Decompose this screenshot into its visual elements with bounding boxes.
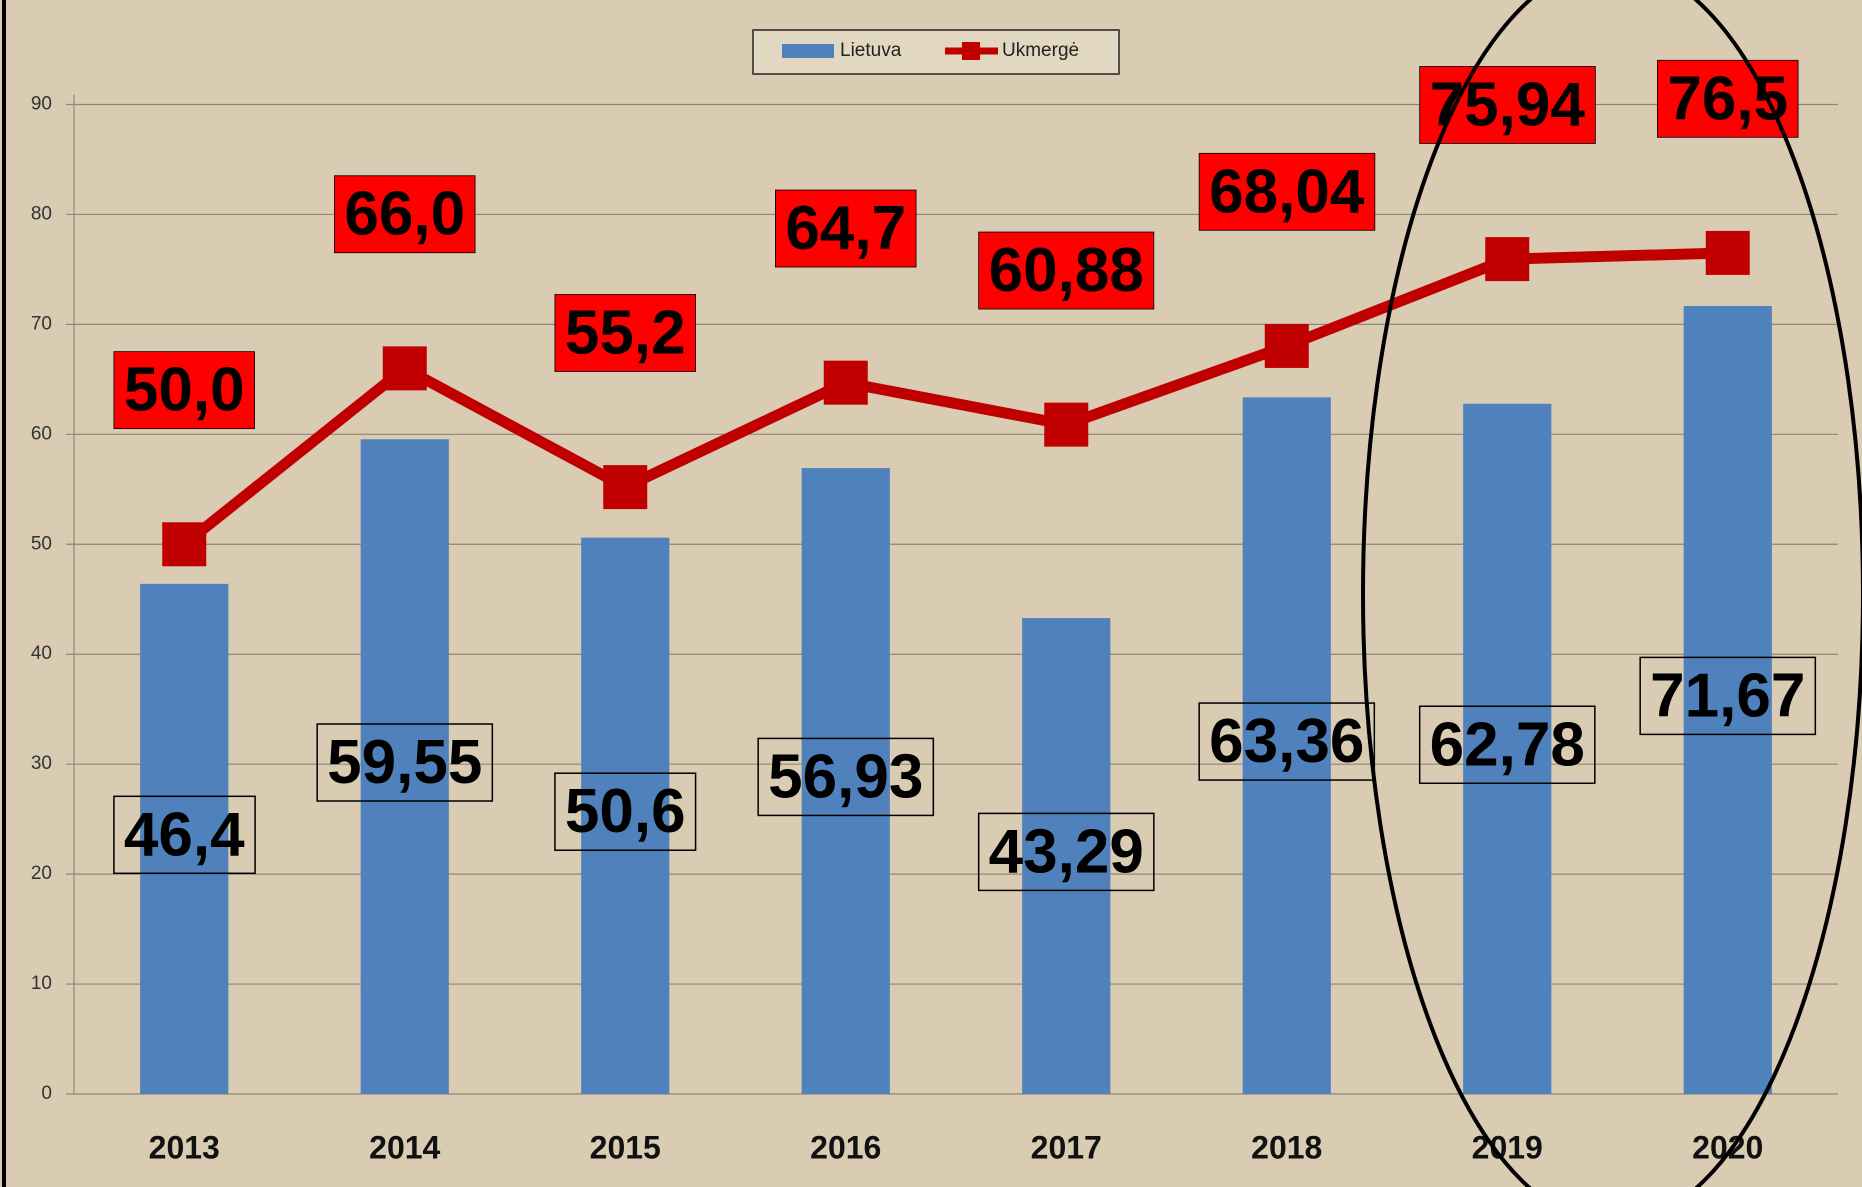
bar [1242, 397, 1331, 1095]
y-tick-label: 20 [31, 863, 52, 884]
label-box [316, 723, 494, 802]
bar [801, 468, 890, 1094]
y-tick-label: 40 [31, 643, 52, 664]
label-box [978, 231, 1155, 310]
x-tick-label: 2016 [810, 1129, 881, 1165]
line-marker [1044, 402, 1089, 447]
line [180, 247, 1728, 549]
line-marker [603, 465, 648, 510]
label-box [1657, 59, 1799, 138]
data-label: 76,5 [1667, 64, 1788, 133]
legend-swatch [782, 44, 834, 58]
data-label: 56,93 [768, 742, 923, 811]
line-marker [382, 346, 427, 391]
legend: Lietuva Ukmergė [752, 29, 1120, 75]
data-label: 66,0 [344, 180, 465, 249]
labels: 46,4 59,55 50,6 56,93 43,29 63,36 62,78 71,67 50… [113, 59, 1817, 892]
data-label: 55,2 [565, 298, 686, 367]
label-box [1198, 152, 1376, 231]
bar [1022, 618, 1111, 1094]
data-label: 59,55 [327, 728, 482, 797]
label-box [1418, 705, 1596, 785]
label-box [554, 772, 697, 851]
x-tick-label: 2014 [369, 1129, 440, 1165]
label-box [977, 812, 1155, 892]
legend-marker [962, 42, 980, 60]
data-label: 62,78 [1430, 710, 1585, 779]
x-tick-label: 2013 [149, 1129, 220, 1165]
data-label: 50,0 [124, 356, 245, 425]
label-box [1419, 66, 1596, 144]
data-label: 64,7 [785, 194, 906, 263]
data-label: 46,4 [124, 800, 245, 869]
line-marker [162, 522, 207, 567]
line-marker [1264, 323, 1309, 368]
bar [140, 583, 229, 1094]
y-tick-label: 30 [31, 753, 52, 774]
line-marker [1705, 230, 1750, 275]
line-marker [1485, 237, 1530, 282]
bar [1463, 403, 1552, 1094]
x-tick-label: 2018 [1251, 1129, 1322, 1165]
data-label: 71,67 [1650, 661, 1805, 730]
y-tick-label: 90 [31, 94, 52, 115]
x-tick-label: 2020 [1692, 1129, 1763, 1165]
highlight-ellipse [1361, 0, 1862, 1187]
y-tick-label: 10 [31, 973, 52, 994]
label-box [113, 351, 255, 430]
label-box [334, 175, 476, 254]
legend-label: Lietuva [840, 40, 902, 61]
data-label: 68,04 [1209, 157, 1365, 226]
bar [581, 537, 670, 1094]
data-label: 60,88 [989, 236, 1144, 305]
bar [1683, 306, 1772, 1094]
bar [360, 439, 449, 1094]
label-box [554, 294, 696, 372]
legend-label: Ukmergė [1002, 40, 1079, 61]
y-tick-label: 50 [31, 533, 52, 554]
y-tick-label: 80 [31, 203, 52, 224]
label-box [1198, 702, 1376, 781]
y-tick-label: 0 [41, 1083, 52, 1104]
x-tick-label: 2017 [1031, 1129, 1102, 1165]
label-box [1639, 656, 1817, 736]
y-tick-label: 70 [31, 313, 52, 334]
data-label: 63,36 [1209, 707, 1364, 776]
label-box [775, 189, 917, 268]
line-marker [823, 360, 868, 405]
label-box [113, 795, 256, 875]
data-label: 75,94 [1430, 70, 1586, 139]
data-label: 43,29 [989, 817, 1144, 886]
x-tick-label: 2015 [590, 1129, 661, 1165]
y-tick-label: 60 [31, 423, 52, 444]
marks [140, 230, 1772, 1095]
label-box [757, 737, 935, 817]
data-label: 50,6 [565, 777, 686, 846]
